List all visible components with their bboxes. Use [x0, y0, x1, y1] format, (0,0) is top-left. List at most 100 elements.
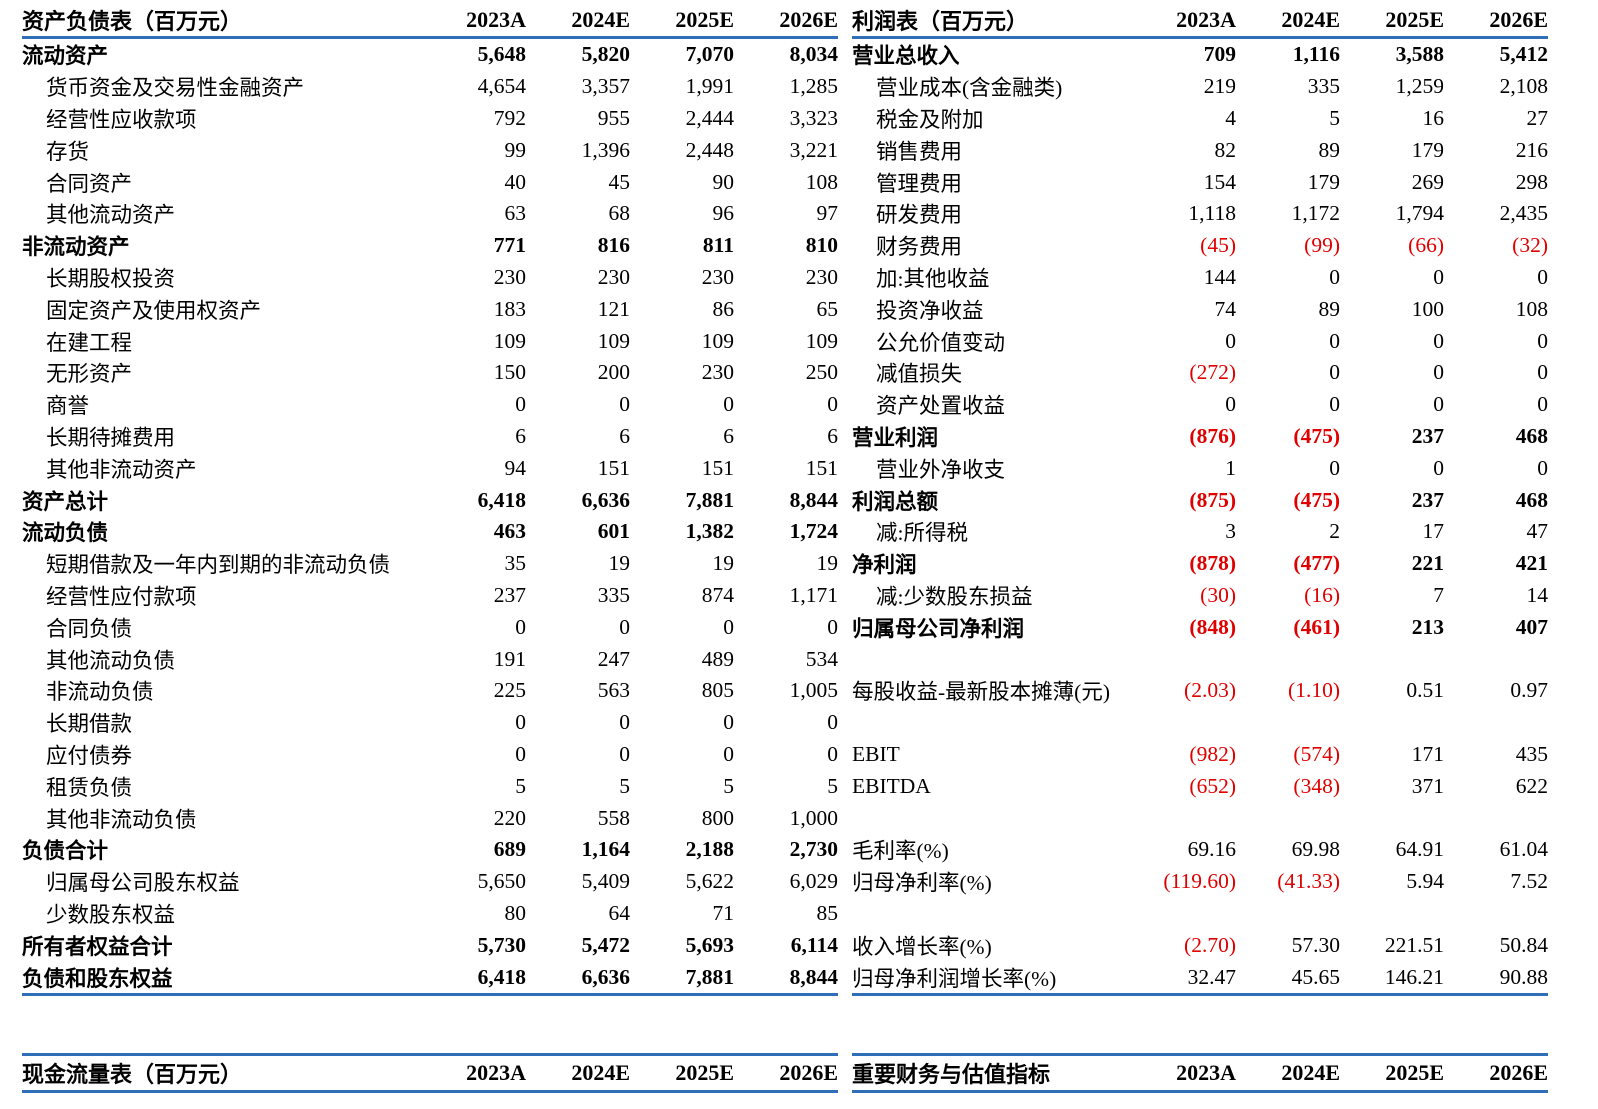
row-value: 230: [597, 264, 630, 289]
table-row: 收入增长率(%) (2.70) 57.30 221.51 50.84: [852, 929, 1548, 961]
row-value: 6: [827, 423, 838, 448]
table-row: 所有者权益合计 5,730 5,472 5,693 6,114: [22, 929, 838, 961]
table-row: [852, 643, 1548, 675]
row-value: (348): [1293, 773, 1340, 798]
row-value: 0: [515, 741, 526, 766]
row-value: 805: [701, 678, 734, 703]
row-value: 563: [597, 678, 630, 703]
row-value: 69.98: [1291, 837, 1340, 862]
row-label: 所有者权益合计: [22, 934, 173, 959]
table-row: 研发费用 1,118 1,172 1,794 2,435: [852, 198, 1548, 230]
cash-flow-table: 现金流量表（百万元） 2023A 2024E 2025E 2026E: [22, 1053, 838, 1093]
table-row: 归属母公司净利润 (848) (461) 213 407: [852, 611, 1548, 643]
row-value: 183: [493, 296, 526, 321]
row-value: 0: [1537, 264, 1548, 289]
row-value: 0: [619, 614, 630, 639]
row-value: 0: [723, 392, 734, 417]
row-value: 5: [515, 773, 526, 798]
balance-sheet-header: 资产负债表（百万元） 2023A 2024E 2025E 2026E: [22, 4, 838, 39]
table-row: 财务费用 (45) (99) (66) (32): [852, 230, 1548, 262]
row-value: 0.51: [1406, 678, 1444, 703]
row-value: (574): [1293, 741, 1340, 766]
row-value: 6,636: [581, 487, 630, 512]
table-row: [852, 898, 1548, 930]
row-value: 19: [816, 551, 839, 576]
row-label: 加:其他收益: [876, 266, 990, 291]
table-row: 经营性应收款项 792 955 2,444 3,323: [22, 103, 838, 135]
row-value: 0: [1329, 455, 1340, 480]
row-value: 2,188: [685, 837, 734, 862]
row-value: 108: [805, 169, 838, 194]
row-value: 1,000: [789, 805, 838, 830]
year-header: 2026E: [1489, 1060, 1548, 1085]
row-value: 0: [827, 710, 838, 735]
row-value: 47: [1526, 519, 1549, 544]
table-row: [852, 707, 1548, 739]
row-value: 0: [1433, 264, 1444, 289]
row-value: 0: [1329, 264, 1340, 289]
row-value: 622: [1515, 773, 1548, 798]
row-value: 171: [1411, 741, 1444, 766]
row-label: 投资净收益: [876, 298, 984, 323]
row-value: 0: [827, 614, 838, 639]
row-value: 35: [504, 551, 527, 576]
year-header: 2023A: [466, 7, 526, 32]
table-row: 资产总计 6,418 6,636 7,881 8,844: [22, 484, 838, 516]
row-value: 69.16: [1187, 837, 1236, 862]
row-value: 14: [1526, 582, 1549, 607]
table-row: 无形资产 150 200 230 250: [22, 357, 838, 389]
year-header: 2026E: [779, 7, 838, 32]
row-value: (461): [1293, 614, 1340, 639]
row-value: 534: [805, 646, 838, 671]
row-label: 经营性应收款项: [46, 107, 197, 132]
row-value: 250: [805, 360, 838, 385]
row-value: 71: [712, 900, 735, 925]
row-value: 874: [701, 582, 734, 607]
row-value: 0: [1329, 328, 1340, 353]
row-value: 5,820: [581, 42, 630, 67]
row-value: 64.91: [1395, 837, 1444, 862]
row-value: 2: [1329, 519, 1340, 544]
row-value: 221: [1411, 551, 1444, 576]
row-value: 7,881: [685, 964, 734, 989]
row-value: (475): [1293, 423, 1340, 448]
row-value: 468: [1515, 487, 1548, 512]
row-label: 利润总额: [852, 489, 939, 514]
row-value: 6: [619, 423, 630, 448]
row-value: 63: [504, 201, 527, 226]
row-value: 151: [701, 455, 734, 480]
row-label: 营业外净收支: [876, 457, 1006, 482]
table-row: EBIT (982) (574) 171 435: [852, 739, 1548, 771]
row-label: 减:少数股东损益: [876, 584, 1033, 609]
row-value: 0: [1433, 392, 1444, 417]
row-label: 归属母公司净利润: [852, 616, 1025, 641]
table-row: 减值损失 (272) 0 0 0: [852, 357, 1548, 389]
row-value: 0: [619, 392, 630, 417]
row-value: 3: [1225, 519, 1236, 544]
row-value: 68: [608, 201, 631, 226]
balance-sheet-title: 资产负债表（百万元）: [22, 9, 243, 34]
row-label: 净利润: [852, 553, 917, 578]
row-value: 0: [1537, 455, 1548, 480]
row-value: 601: [597, 519, 630, 544]
row-value: 335: [1307, 74, 1340, 99]
table-row: 固定资产及使用权资产 183 121 86 65: [22, 293, 838, 325]
row-value: 94: [504, 455, 527, 480]
row-value: 3,323: [789, 105, 838, 130]
row-value: (272): [1189, 360, 1236, 385]
row-label: 营业成本(含金融类): [876, 76, 1063, 101]
row-value: 225: [493, 678, 526, 703]
table-row: 归母净利率(%) (119.60) (41.33) 5.94 7.52: [852, 866, 1548, 898]
row-value: 3,357: [581, 74, 630, 99]
table-row: 负债合计 689 1,164 2,188 2,730: [22, 834, 838, 866]
row-label: 归属母公司股东权益: [46, 871, 240, 896]
row-label: 存货: [46, 139, 90, 164]
row-value: 335: [597, 582, 630, 607]
row-value: 65: [816, 296, 839, 321]
key-metrics-title: 重要财务与估值指标: [852, 1062, 1051, 1087]
row-value: 5,648: [477, 42, 526, 67]
key-metrics-table: 重要财务与估值指标 2023A 2024E 2025E 2026E: [852, 1053, 1548, 1093]
row-value: (119.60): [1163, 869, 1236, 894]
year-header: 2025E: [1385, 7, 1444, 32]
row-label: 减值损失: [876, 362, 963, 387]
